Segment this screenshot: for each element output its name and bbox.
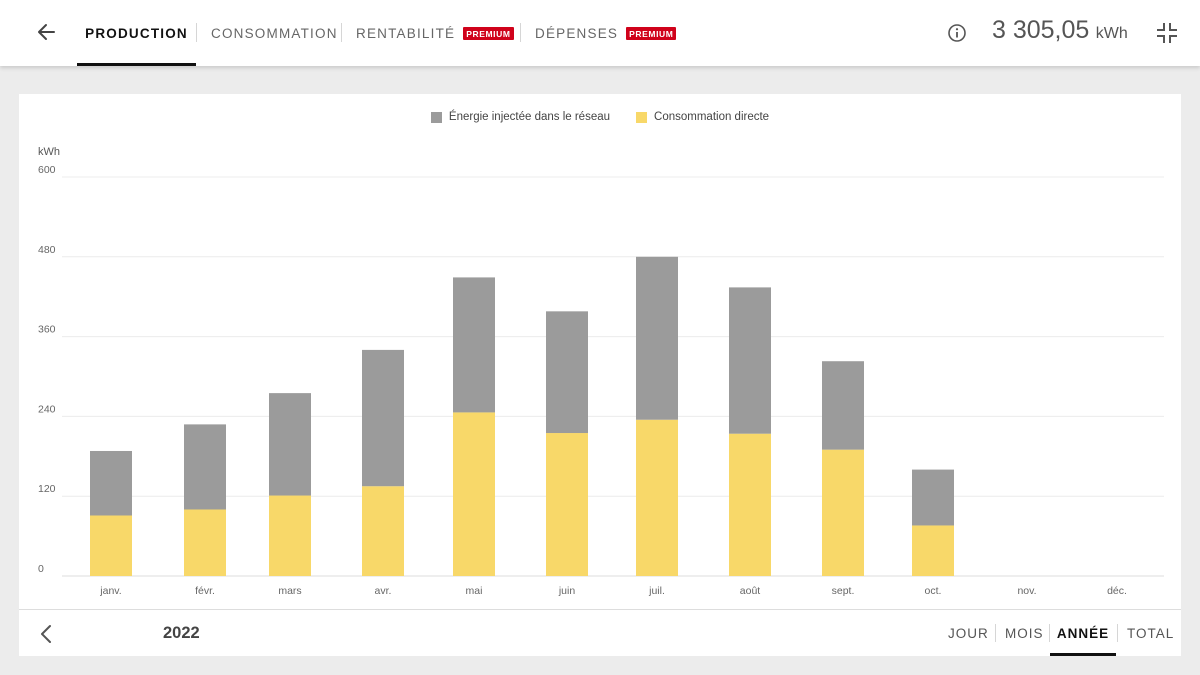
- active-tab-indicator: [77, 63, 196, 66]
- y-tick-label: 360: [38, 324, 56, 336]
- bar-injected-9: [912, 469, 954, 526]
- bar-injected-7: [729, 287, 771, 434]
- bar-injected-2: [269, 393, 311, 496]
- tab-consommation[interactable]: CONSOMMATION: [211, 0, 338, 66]
- x-tick-label: mai: [466, 585, 483, 597]
- period-divider: [1049, 624, 1050, 642]
- chart-card: Énergie injectée dans le réseau Consomma…: [19, 94, 1181, 656]
- bar-injected-3: [362, 349, 404, 487]
- collapse-fullscreen-button[interactable]: [1155, 21, 1179, 45]
- bar-direct-3: [362, 486, 404, 576]
- bar-direct-9: [912, 525, 954, 576]
- period-divider: [995, 624, 996, 642]
- bar-direct-1: [184, 509, 226, 576]
- premium-badge: PREMIUM: [626, 26, 677, 40]
- legend-swatch-injected: [430, 111, 442, 123]
- y-tick-label: 600: [38, 164, 56, 176]
- x-tick-label: déc.: [1107, 585, 1127, 597]
- tab-production[interactable]: PRODUCTION: [77, 0, 196, 66]
- legend-item-direct[interactable]: Consommation directe: [636, 111, 769, 123]
- previous-year-button[interactable]: [37, 623, 55, 645]
- y-tick-label: 0: [38, 563, 44, 575]
- premium-badge: PREMIUM: [463, 26, 514, 40]
- bar-direct-0: [90, 515, 132, 576]
- tab-rentabilite-label: RENTABILITÉ: [356, 25, 456, 41]
- bar-injected-5: [546, 311, 588, 434]
- chevron-left-icon: [41, 625, 51, 643]
- bar-injected-8: [822, 361, 864, 450]
- tab-divider: [341, 23, 342, 42]
- period-jour[interactable]: JOUR: [948, 610, 989, 657]
- bar-injected-6: [636, 256, 678, 420]
- total-unit: kWh: [1095, 25, 1128, 42]
- y-tick-label: 480: [38, 244, 56, 256]
- bar-injected-1: [184, 424, 226, 510]
- bar-direct-4: [453, 412, 495, 576]
- x-tick-label: août: [740, 585, 761, 597]
- bar-direct-2: [269, 495, 311, 576]
- x-tick-label: févr.: [195, 585, 215, 597]
- y-tick-label: 240: [38, 403, 56, 415]
- period-total-label: TOTAL: [1127, 626, 1175, 641]
- exit-fullscreen-icon: [1157, 23, 1177, 43]
- tab-consommation-label: CONSOMMATION: [211, 25, 338, 41]
- bar-direct-7: [729, 433, 771, 576]
- x-tick-label: janv.: [99, 585, 121, 597]
- tab-depenses-label: DÉPENSES: [535, 25, 619, 41]
- x-tick-label: mars: [278, 585, 301, 597]
- bar-direct-6: [636, 419, 678, 576]
- period-mois[interactable]: MOIS: [1005, 610, 1044, 657]
- production-total: 3 305,05 kWh: [992, 16, 1128, 45]
- period-mois-label: MOIS: [1005, 626, 1044, 641]
- legend-label-direct: Consommation directe: [654, 111, 770, 123]
- period-jour-label: JOUR: [948, 626, 989, 641]
- period-divider: [1117, 624, 1118, 642]
- x-tick-label: nov.: [1017, 585, 1036, 597]
- period-total[interactable]: TOTAL: [1127, 610, 1174, 657]
- period-annee[interactable]: ANNÉE: [1050, 610, 1116, 657]
- stacked-bar-chart: kWh 0 120 240 360 480 600 janv. févr. mars avr. mai…: [38, 146, 1164, 597]
- tab-depenses[interactable]: DÉPENSES PREMIUM: [535, 0, 677, 66]
- x-tick-label: juil.: [648, 585, 665, 597]
- y-tick-label: 120: [38, 483, 56, 495]
- info-icon: [948, 24, 966, 42]
- legend-item-injected[interactable]: Énergie injectée dans le réseau: [430, 111, 611, 123]
- total-value: 3 305,05: [992, 16, 1090, 44]
- selected-year: 2022: [163, 624, 200, 642]
- legend-swatch-direct: [636, 111, 648, 123]
- active-period-indicator: [1050, 653, 1116, 656]
- arrow-left-icon: [38, 24, 55, 40]
- info-button[interactable]: [947, 23, 967, 43]
- x-tick-label: avr.: [375, 585, 392, 597]
- tab-production-label: PRODUCTION: [85, 25, 188, 41]
- period-annee-label: ANNÉE: [1056, 626, 1110, 641]
- back-button[interactable]: [34, 20, 60, 44]
- x-tick-label: sept.: [832, 585, 855, 597]
- bar-direct-5: [546, 433, 588, 576]
- bar-injected-0: [90, 450, 132, 516]
- legend-label-injected: Énergie injectée dans le réseau: [448, 111, 611, 123]
- tab-divider: [196, 23, 197, 42]
- chart-footer: 2022 JOUR MOIS ANNÉE TOTAL: [19, 609, 1181, 656]
- x-tick-label: juin: [558, 585, 576, 597]
- bar-injected-4: [453, 277, 495, 413]
- top-bar: PRODUCTION CONSOMMATION RENTABILITÉ PREM…: [0, 0, 1200, 66]
- tab-divider: [520, 23, 521, 42]
- chart-legend: Énergie injectée dans le réseau Consomma…: [19, 111, 1181, 123]
- x-tick-label: oct.: [925, 585, 942, 597]
- bar-direct-8: [822, 449, 864, 576]
- tab-rentabilite[interactable]: RENTABILITÉ PREMIUM: [356, 0, 514, 66]
- y-axis-unit-label: kWh: [38, 146, 60, 158]
